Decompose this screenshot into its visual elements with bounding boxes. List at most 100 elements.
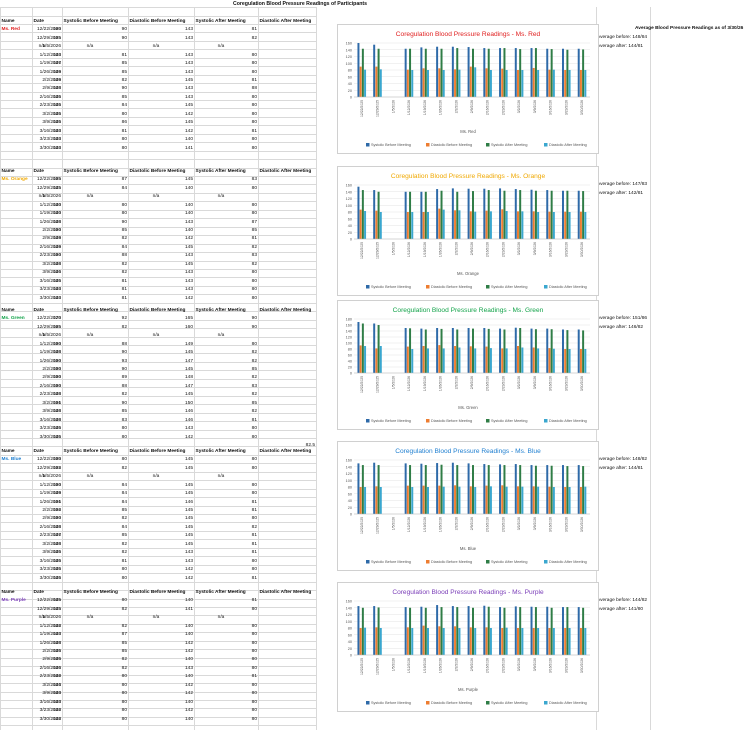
value-cell: 145 <box>184 541 193 547</box>
value-cell: 85 <box>121 94 127 100</box>
value-cell: 148 <box>52 392 61 398</box>
bar-diastolic-before-meeting <box>579 487 582 514</box>
value-cell: 81 <box>251 575 257 581</box>
bar-systolic-after-meeting <box>582 191 585 239</box>
bar-diastolic-before-meeting <box>438 626 441 655</box>
chart-msred[interactable]: Coregulation Blood Pressure Readings - M… <box>337 24 599 154</box>
bar-diastolic-after-meeting <box>364 627 367 655</box>
bar-systolic-before-meeting <box>373 462 376 514</box>
value-cell: 84 <box>121 103 127 109</box>
value-cell: 82 <box>121 606 127 612</box>
legend-swatch <box>426 419 430 423</box>
value-cell: 81 <box>251 507 257 513</box>
value-cell: 90 <box>121 35 127 41</box>
value-cell: 148 <box>52 86 61 92</box>
legend-swatch <box>366 419 370 423</box>
bar-systolic-after-meeting <box>550 190 553 239</box>
gridline <box>0 708 316 710</box>
gridline <box>0 336 316 338</box>
value-cell: 150 <box>184 400 193 406</box>
value-cell: 145 <box>184 465 193 471</box>
date-cell: 2/16/2026 <box>39 94 61 100</box>
bar-diastolic-after-meeting <box>427 628 429 655</box>
bar-diastolic-after-meeting <box>411 212 414 239</box>
date-cell: 2/9/2026 <box>42 236 61 242</box>
bar-systolic-before-meeting <box>436 46 439 97</box>
bar-systolic-after-meeting <box>487 606 490 655</box>
x-axis-label: Ms. Purple <box>458 687 479 692</box>
value-cell: 150 <box>52 516 61 522</box>
bar-systolic-after-meeting <box>519 328 522 373</box>
chart-msblue[interactable]: Coregulation Blood Pressure Readings - M… <box>337 441 599 571</box>
bar-diastolic-after-meeting <box>474 348 477 373</box>
legend-swatch <box>426 143 430 147</box>
date-cell: 2/16/2026 <box>39 524 61 530</box>
gridline <box>0 674 316 676</box>
gridline <box>0 573 316 575</box>
gridline <box>316 7 317 730</box>
bar-diastolic-after-meeting <box>411 349 414 373</box>
date-cell: 2/2/2026 <box>42 77 61 83</box>
x-tick-label: 2/2/2026 <box>454 517 458 530</box>
chart-msgreen[interactable]: Coregulation Blood Pressure Readings - M… <box>337 300 599 430</box>
x-tick-label: 1/19/2026 <box>423 376 427 391</box>
bar-diastolic-before-meeting <box>438 208 441 239</box>
gridline <box>0 252 316 253</box>
value-cell: 145 <box>52 567 61 573</box>
date-cell: 3/30/2026 <box>39 575 61 581</box>
chart-msorange[interactable]: Coregulation Blood Pressure Readings - M… <box>337 166 599 296</box>
bar-systolic-after-meeting <box>361 48 364 97</box>
gridline <box>0 547 316 549</box>
column-header: Diastolic Before Meeting <box>129 307 186 313</box>
y-tick-label: 80 <box>348 69 352 73</box>
bar-diastolic-after-meeting <box>584 70 587 97</box>
value-cell: 152 <box>52 507 61 513</box>
value-cell: n/a <box>38 615 46 621</box>
average-after: Average after: 141/80 <box>597 606 644 612</box>
value-cell: 80 <box>121 137 127 143</box>
bar-diastolic-before-meeting <box>516 70 519 97</box>
gridline <box>0 74 316 76</box>
y-tick-label: 120 <box>346 197 352 201</box>
x-tick-label: 12/22/2025 <box>360 658 364 675</box>
value-cell: 145 <box>52 575 61 581</box>
legend-entry: Diastolic After Meeting <box>549 143 587 147</box>
gridline <box>0 133 316 135</box>
column-header: Date <box>33 448 44 454</box>
column-header: Diastolic Before Meeting <box>129 18 186 24</box>
bar-systolic-after-meeting <box>440 328 443 373</box>
bar-diastolic-after-meeting <box>364 210 367 239</box>
gridline <box>128 7 129 730</box>
bar-systolic-after-meeting <box>456 329 459 373</box>
value-cell: 80 <box>251 699 257 705</box>
value-cell: 149 <box>52 69 61 75</box>
gridline <box>0 142 316 144</box>
legend-entry: Diastolic Before Meeting <box>431 701 472 705</box>
bar-systolic-before-meeting <box>483 605 486 655</box>
chart-title: Coregulation Blood Pressure Readings - M… <box>392 589 544 596</box>
gridline <box>0 446 316 448</box>
x-tick-label: 2/9/2026 <box>470 517 474 530</box>
value-cell: 80 <box>251 708 257 714</box>
date-cell: 1/5/2026 <box>42 474 61 480</box>
date-cell: 3/9/2026 <box>42 120 61 126</box>
y-tick-label: 40 <box>348 640 352 644</box>
averages-title: Average Blood Pressure Readings as of 3/… <box>635 25 744 31</box>
value-cell: 81 <box>121 278 127 284</box>
value-cell: 145 <box>184 103 193 109</box>
gridline <box>0 294 316 296</box>
bar-diastolic-after-meeting <box>364 69 367 97</box>
chart-mspurple[interactable]: Coregulation Blood Pressure Readings - M… <box>337 582 599 712</box>
gridline <box>0 615 316 617</box>
x-tick-label: 3/30/2026 <box>580 100 584 115</box>
gridline <box>0 437 316 439</box>
y-tick-label: 80 <box>348 627 352 631</box>
bar-diastolic-after-meeting <box>552 69 555 97</box>
bar-systolic-after-meeting <box>550 49 553 97</box>
bar-diastolic-after-meeting <box>568 628 571 655</box>
value-cell: 143 <box>52 137 61 143</box>
bar-diastolic-after-meeting <box>427 487 429 514</box>
date-cell: 3/9/2026 <box>42 409 61 415</box>
date-cell: 3/30/2026 <box>39 295 61 301</box>
